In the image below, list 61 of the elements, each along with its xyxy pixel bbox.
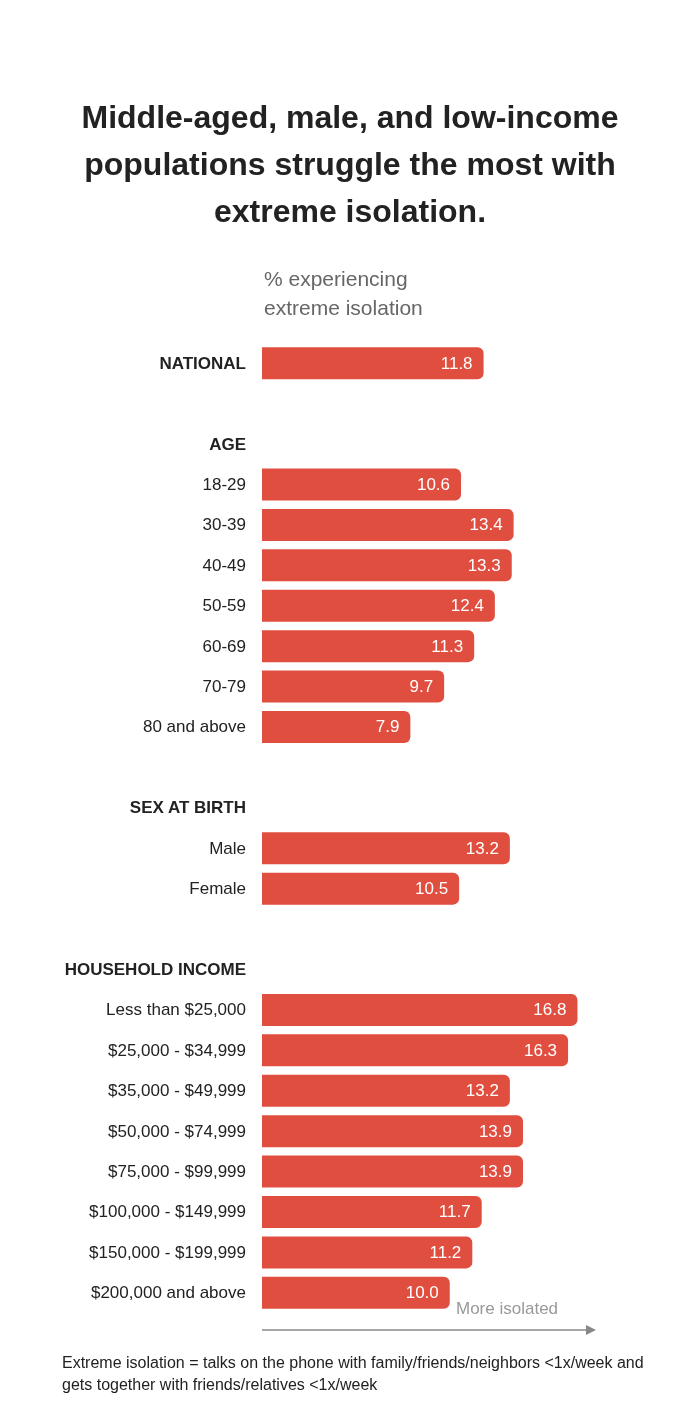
bar xyxy=(262,1034,569,1067)
y-tick-label: AGE xyxy=(209,434,246,454)
data-label: 11.8 xyxy=(440,353,473,373)
y-tick-label: 80 and above xyxy=(142,717,246,737)
data-label: 11.7 xyxy=(438,1202,471,1222)
y-tick-label: Less than $25,000 xyxy=(106,1000,246,1020)
y-tick-label: 60-69 xyxy=(202,636,246,656)
data-label: 9.7 xyxy=(409,677,434,697)
x-axis-title: % experiencing extreme isolation xyxy=(264,267,423,319)
y-tick-label: $35,000 - $49,999 xyxy=(107,1081,246,1101)
y-tick-label: 70-79 xyxy=(202,677,246,697)
text: Extreme isolation = talks on the phone with family/friends/neighbors <1x/week and gets together with friends/relatives <1x/week xyxy=(62,1353,645,1395)
y-tick-label: $50,000 - $74,999 xyxy=(107,1121,246,1141)
y-tick-label: NATIONAL xyxy=(159,353,246,373)
bar xyxy=(262,468,462,501)
y-tick-label: SEX AT BIRTH xyxy=(129,798,246,818)
bar xyxy=(262,589,495,622)
data-label: 13.9 xyxy=(478,1121,513,1141)
chart-title: Middle-aged, male, and low-income populations struggle the most with extreme isolation. xyxy=(80,98,620,231)
bar xyxy=(262,630,475,663)
y-tick-label: $75,000 - $99,999 xyxy=(107,1162,246,1182)
y-tick-label: $25,000 - $34,999 xyxy=(107,1040,246,1060)
bar xyxy=(262,1115,524,1148)
data-label: 11.2 xyxy=(429,1242,462,1262)
bar xyxy=(262,347,484,380)
y-tick-label: 18-29 xyxy=(202,474,246,494)
data-label: 13.4 xyxy=(469,515,503,535)
annotation: More isolated xyxy=(456,1299,559,1318)
y-tick-label: 50-59 xyxy=(202,596,246,616)
bar xyxy=(262,1195,482,1228)
data-label: 13.2 xyxy=(465,838,499,858)
bar xyxy=(262,1155,524,1188)
data-label: 13.3 xyxy=(467,555,501,575)
data-label: 10.5 xyxy=(415,879,449,899)
data-label: 10.6 xyxy=(416,474,451,494)
data-label: 12.4 xyxy=(450,596,484,616)
y-tick-label: HOUSEHOLD INCOME xyxy=(64,959,246,979)
bar xyxy=(262,549,512,582)
bar xyxy=(262,710,411,743)
bar xyxy=(262,832,510,865)
data-label: 16.8 xyxy=(533,1000,567,1020)
bar xyxy=(262,1276,450,1309)
bar xyxy=(262,872,460,905)
data-label: 7.9 xyxy=(375,717,400,737)
y-tick-label: $100,000 - $149,999 xyxy=(89,1202,246,1222)
data-label: 16.3 xyxy=(523,1040,558,1060)
bar xyxy=(262,670,445,703)
data-label: 10.0 xyxy=(405,1283,439,1303)
bar xyxy=(262,993,578,1026)
y-tick-label: 40-49 xyxy=(202,555,246,575)
bar xyxy=(262,1236,473,1269)
bar xyxy=(262,508,514,541)
data-label: 13.9 xyxy=(478,1162,513,1182)
y-tick-label: $200,000 and above xyxy=(90,1283,246,1303)
bar xyxy=(262,1074,510,1107)
data-label: 11.3 xyxy=(431,636,464,656)
y-tick-label: Male xyxy=(209,838,246,858)
y-tick-label: Female xyxy=(189,879,246,899)
data-label: 13.2 xyxy=(465,1081,499,1101)
y-tick-label: $150,000 - $199,999 xyxy=(89,1242,246,1262)
y-tick-label: 30-39 xyxy=(202,515,246,535)
